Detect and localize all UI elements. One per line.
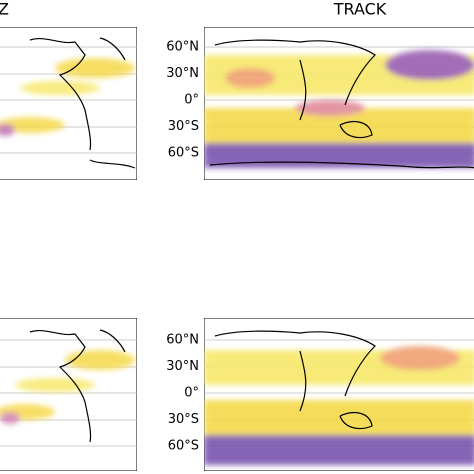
lat-label: 30°N bbox=[166, 359, 199, 374]
panel-title: Z bbox=[0, 0, 9, 19]
lat-label: 60°S bbox=[168, 439, 199, 454]
lat-label: 0° bbox=[184, 93, 199, 108]
panel-title: TRACK bbox=[333, 0, 387, 19]
lat-label: 60°N bbox=[166, 40, 199, 55]
map-panel bbox=[0, 27, 137, 180]
map-panel bbox=[0, 318, 137, 471]
lat-label: 30°N bbox=[166, 66, 199, 81]
lat-label: 60°S bbox=[168, 146, 199, 161]
map-panel bbox=[204, 318, 474, 471]
lat-label: 60°N bbox=[166, 333, 199, 348]
lat-label: 0° bbox=[184, 386, 199, 401]
map-panel bbox=[204, 27, 474, 180]
lat-label: 30°S bbox=[168, 412, 199, 427]
lat-label: 30°S bbox=[168, 119, 199, 134]
